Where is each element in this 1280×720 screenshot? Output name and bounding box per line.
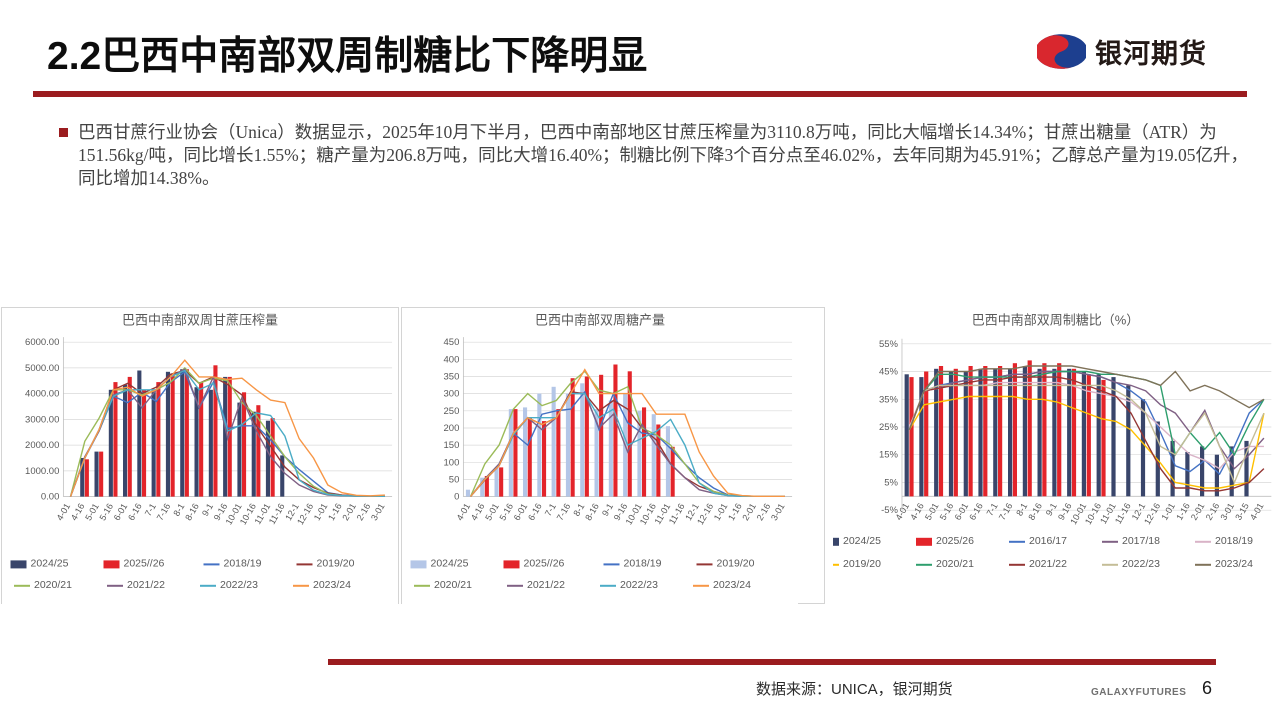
svg-text:2021/22: 2021/22 [127,579,165,591]
svg-text:2020/21: 2020/21 [936,558,974,570]
svg-text:300: 300 [444,389,460,400]
svg-text:50: 50 [449,474,460,485]
svg-text:2023/24: 2023/24 [313,579,351,591]
svg-text:15%: 15% [879,450,899,461]
svg-text:1000.00: 1000.00 [25,466,59,477]
svg-text:2021/22: 2021/22 [527,579,565,591]
svg-text:巴西中南部双周制糖比（%）: 巴西中南部双周制糖比（%） [972,313,1140,328]
svg-text:2000.00: 2000.00 [25,440,59,451]
svg-text:2018/19: 2018/19 [1215,535,1253,547]
svg-text:2019/20: 2019/20 [717,557,755,569]
svg-text:2025//26: 2025//26 [124,557,165,569]
svg-text:2023/24: 2023/24 [1215,558,1253,570]
svg-text:2017/18: 2017/18 [1122,535,1160,547]
svg-text:巴西中南部双周糖产量: 巴西中南部双周糖产量 [535,312,665,327]
svg-text:2022/23: 2022/23 [1122,558,1160,570]
svg-text:25%: 25% [879,422,899,433]
svg-text:55%: 55% [879,339,899,350]
svg-text:2024/25: 2024/25 [843,535,881,547]
svg-text:2020/21: 2020/21 [434,579,472,591]
svg-text:150: 150 [444,440,460,451]
svg-text:2016/17: 2016/17 [1029,535,1067,547]
svg-text:45%: 45% [879,367,899,378]
svg-text:2025/26: 2025/26 [936,535,974,547]
svg-text:2019/20: 2019/20 [843,558,881,570]
svg-text:2024/25: 2024/25 [31,557,69,569]
svg-text:6000.00: 6000.00 [25,337,59,348]
svg-text:2018/19: 2018/19 [624,557,662,569]
svg-text:250: 250 [444,406,460,417]
svg-text:0.00: 0.00 [41,492,60,503]
svg-text:2025//26: 2025//26 [524,557,565,569]
svg-text:2023/24: 2023/24 [713,579,751,591]
svg-text:2021/22: 2021/22 [1029,558,1067,570]
svg-text:4000.00: 4000.00 [25,389,59,400]
svg-text:400: 400 [444,354,460,365]
svg-text:200: 200 [444,423,460,434]
svg-text:2018/19: 2018/19 [224,557,262,569]
svg-text:5%: 5% [884,478,898,489]
svg-text:350: 350 [444,372,460,383]
svg-text:2020/21: 2020/21 [34,579,72,591]
svg-text:35%: 35% [879,394,899,405]
svg-text:2019/20: 2019/20 [317,557,355,569]
svg-text:巴西中南部双周甘蔗压榨量: 巴西中南部双周甘蔗压榨量 [122,312,278,327]
svg-text:5000.00: 5000.00 [25,363,59,374]
svg-text:2024/25: 2024/25 [431,557,469,569]
svg-text:2022/23: 2022/23 [220,579,258,591]
svg-text:2022/23: 2022/23 [620,579,658,591]
svg-text:100: 100 [444,457,460,468]
svg-text:450: 450 [444,337,460,348]
svg-text:3000.00: 3000.00 [25,414,59,425]
svg-text:0: 0 [454,492,459,503]
